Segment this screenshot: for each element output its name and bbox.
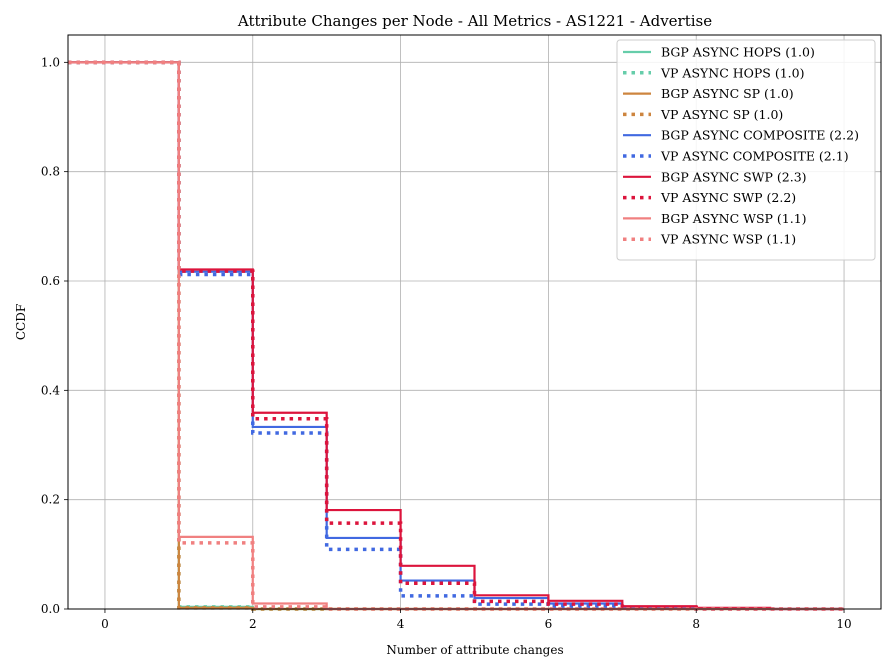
legend-label: VP ASYNC HOPS (1.0): [660, 65, 804, 80]
y-tick-label: 0.4: [41, 383, 60, 397]
legend-label: VP ASYNC SP (1.0): [660, 107, 783, 122]
legend-label: BGP ASYNC COMPOSITE (2.2): [661, 128, 859, 143]
legend-label: VP ASYNC COMPOSITE (2.1): [660, 149, 849, 164]
legend-label: VP ASYNC WSP (1.1): [660, 232, 796, 247]
y-tick-label: 0.8: [41, 165, 60, 179]
legend-label: BGP ASYNC HOPS (1.0): [661, 45, 815, 60]
ticks: 0 2 4 6 8 10 0.0 0.2 0.4 0.6 0.8 1.0: [41, 55, 852, 631]
legend-label: BGP ASYNC SWP (2.3): [661, 169, 807, 184]
x-tick-label: 2: [249, 617, 257, 631]
legend-frame: [616, 39, 876, 261]
x-axis-label: Number of attribute changes: [386, 643, 563, 657]
y-tick-label: 1.0: [41, 55, 60, 69]
x-tick-label: 4: [397, 617, 405, 631]
y-axis-label: CCDF: [14, 304, 28, 340]
legend: BGP ASYNC HOPS (1.0) VP ASYNC HOPS (1.0) B…: [616, 39, 876, 261]
y-tick-label: 0.2: [41, 493, 60, 507]
plot-frame: [67, 34, 882, 610]
legend-label: VP ASYNC SWP (2.2): [660, 190, 796, 205]
x-tick-label: 10: [836, 617, 851, 631]
legend-label: BGP ASYNC WSP (1.1): [661, 211, 807, 226]
y-tick-label: 0.6: [41, 274, 60, 288]
chart-title: Attribute Changes per Node - All Metrics…: [237, 12, 712, 30]
y-tick-label: 0.0: [41, 602, 60, 616]
x-tick-label: 6: [545, 617, 553, 631]
x-tick-label: 8: [692, 617, 700, 631]
legend-label: BGP ASYNC SP (1.0): [661, 86, 794, 101]
x-tick-label: 0: [101, 617, 109, 631]
